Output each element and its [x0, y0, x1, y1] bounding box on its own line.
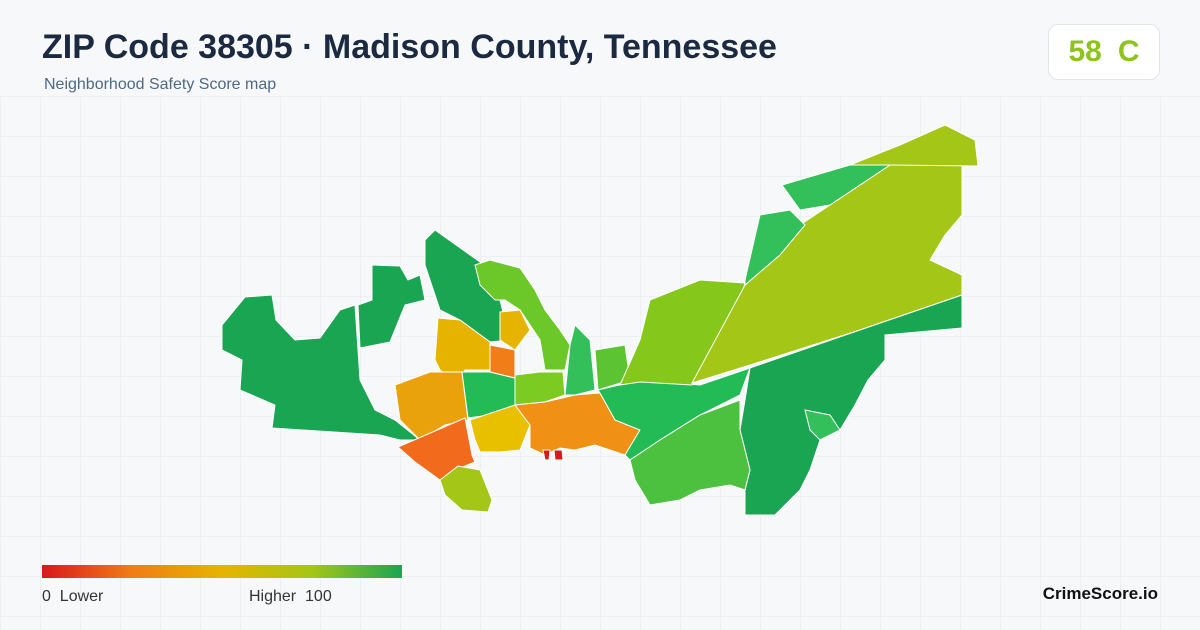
- legend-low: 0 Lower: [42, 588, 103, 606]
- legend-min-label: Lower: [59, 588, 104, 605]
- score-badge: 58 C: [1048, 24, 1160, 80]
- legend-max-label: Higher: [249, 588, 297, 605]
- score-grade: C: [1117, 35, 1140, 68]
- subtitle: Neighborhood Safety Score map: [44, 76, 277, 93]
- legend-gradient: [42, 565, 402, 578]
- score-value: 58: [1068, 35, 1102, 68]
- zip-regions: [221, 124, 979, 516]
- brand: CrimeScore.io: [1042, 584, 1158, 603]
- title: ZIP Code 38305 · Madison County, Tenness…: [42, 28, 777, 66]
- legend-max: 100: [305, 588, 332, 605]
- legend-high: Higher 100: [249, 588, 332, 606]
- legend-min: 0: [42, 588, 51, 605]
